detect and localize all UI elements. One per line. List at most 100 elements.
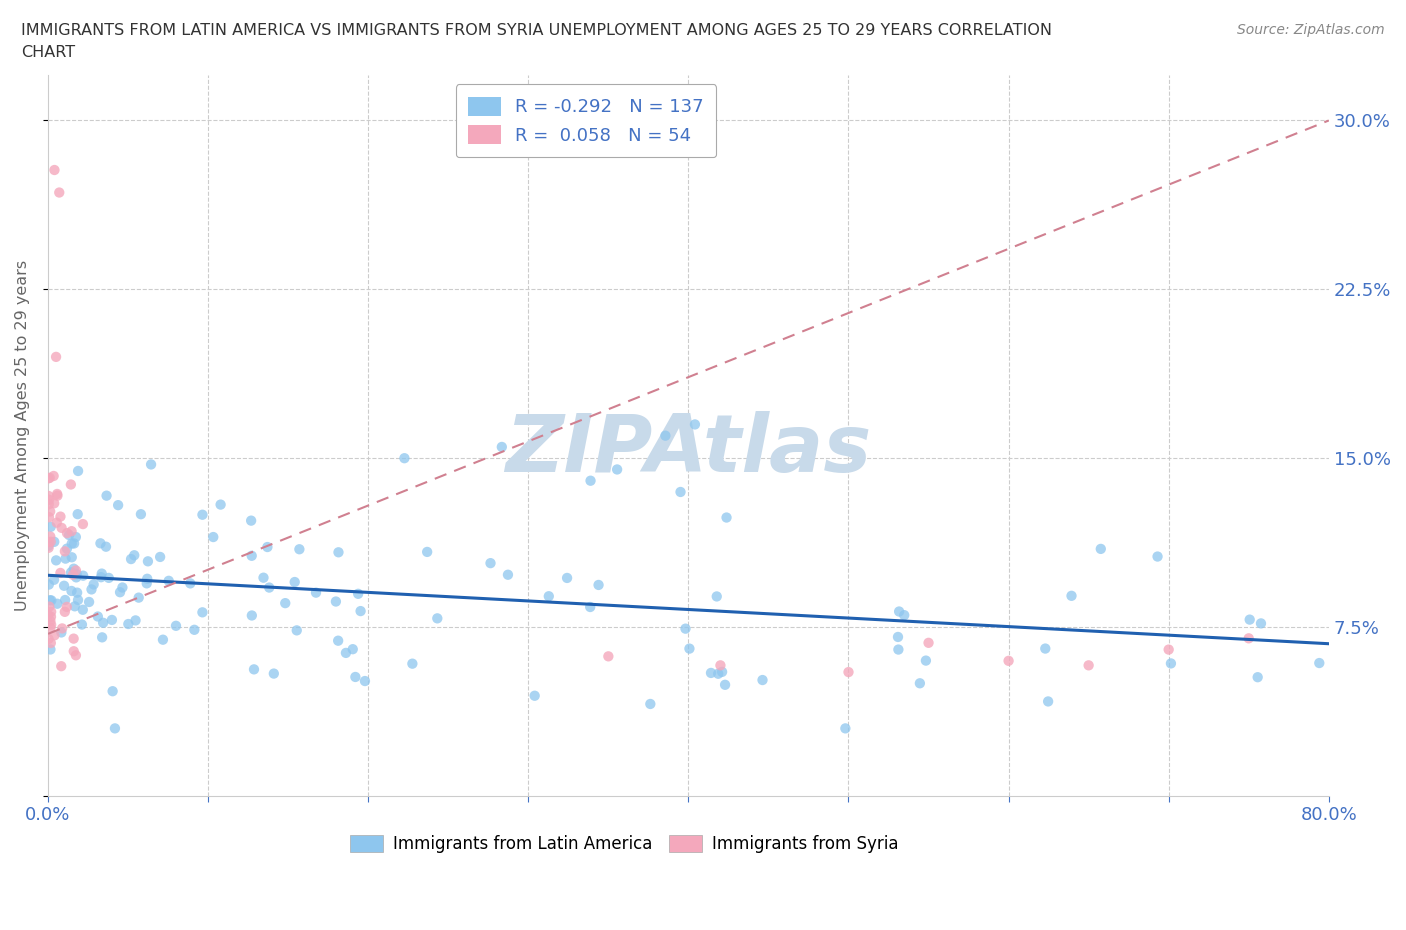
Point [139, 457, 162, 472]
Point [152, 632, 174, 647]
Point [72, 568, 94, 583]
Point [66, 566, 89, 581]
Point [335, 645, 357, 660]
Point [1157, 642, 1180, 657]
Point [70, 618, 93, 632]
Point [38, 535, 60, 550]
Point [41, 593, 63, 608]
Point [1077, 658, 1099, 672]
Text: ZIPAtlas: ZIPAtlas [505, 411, 872, 489]
Point [342, 642, 364, 657]
Point [58, 527, 80, 542]
Point [1308, 656, 1330, 671]
Point [39, 609, 62, 624]
Point [37, 538, 59, 553]
Point [1237, 631, 1260, 645]
Point [94, 539, 117, 554]
Point [38, 540, 60, 555]
Point [45, 515, 67, 530]
Point [120, 551, 142, 566]
Point [39, 520, 62, 535]
Point [129, 507, 152, 522]
Point [72, 603, 94, 618]
Point [678, 641, 700, 656]
Point [65, 563, 87, 578]
Point [252, 570, 274, 585]
Point [108, 585, 131, 600]
Point [1060, 589, 1083, 604]
Point [654, 428, 676, 443]
Point [416, 544, 439, 559]
Point [96, 488, 118, 503]
Point [87, 609, 110, 624]
Point [640, 697, 662, 711]
Point [55, 551, 77, 566]
Point [38, 488, 60, 503]
Point [908, 676, 931, 691]
Point [165, 618, 187, 633]
Y-axis label: Unemployment Among Ages 25 to 29 years: Unemployment Among Ages 25 to 29 years [15, 260, 30, 611]
Point [579, 600, 602, 615]
Point [887, 630, 910, 644]
Point [202, 529, 225, 544]
Point [53, 604, 76, 619]
Point [183, 622, 205, 637]
Point [122, 548, 145, 563]
Point [53, 578, 76, 593]
Point [63, 536, 86, 551]
Point [53, 544, 76, 559]
Point [46, 486, 69, 501]
Point [90, 570, 112, 585]
Point [89, 536, 111, 551]
Point [606, 462, 628, 477]
Point [38, 578, 60, 592]
Point [328, 545, 350, 560]
Point [1239, 612, 1261, 627]
Point [700, 666, 723, 681]
Point [714, 677, 737, 692]
Point [997, 654, 1019, 669]
Point [837, 665, 859, 680]
Point [491, 440, 513, 455]
Point [65, 648, 87, 663]
Point [240, 513, 263, 528]
Point [706, 589, 728, 604]
Point [39, 535, 62, 550]
Point [1036, 694, 1059, 709]
Point [51, 521, 73, 536]
Point [56, 525, 79, 540]
Point [90, 566, 112, 581]
Point [39, 618, 62, 632]
Point [62, 631, 84, 646]
Point [60, 536, 83, 551]
Point [263, 666, 285, 681]
Point [39, 504, 62, 519]
Point [683, 417, 706, 432]
Point [56, 600, 79, 615]
Point [38, 492, 60, 507]
Point [83, 577, 105, 591]
Point [401, 657, 423, 671]
Point [887, 604, 910, 619]
Point [555, 570, 578, 585]
Text: CHART: CHART [21, 45, 75, 60]
Point [191, 507, 214, 522]
Point [91, 630, 114, 644]
Point [66, 507, 89, 522]
Point [77, 594, 100, 609]
Point [53, 592, 76, 607]
Point [65, 570, 87, 585]
Point [893, 607, 915, 622]
Point [344, 670, 367, 684]
Point [117, 617, 139, 631]
Point [537, 589, 560, 604]
Point [42, 572, 65, 587]
Point [51, 621, 73, 636]
Point [51, 625, 73, 640]
Point [63, 599, 86, 614]
Point [157, 574, 180, 589]
Point [46, 596, 69, 611]
Point [44, 535, 66, 550]
Point [111, 580, 134, 595]
Point [101, 613, 124, 628]
